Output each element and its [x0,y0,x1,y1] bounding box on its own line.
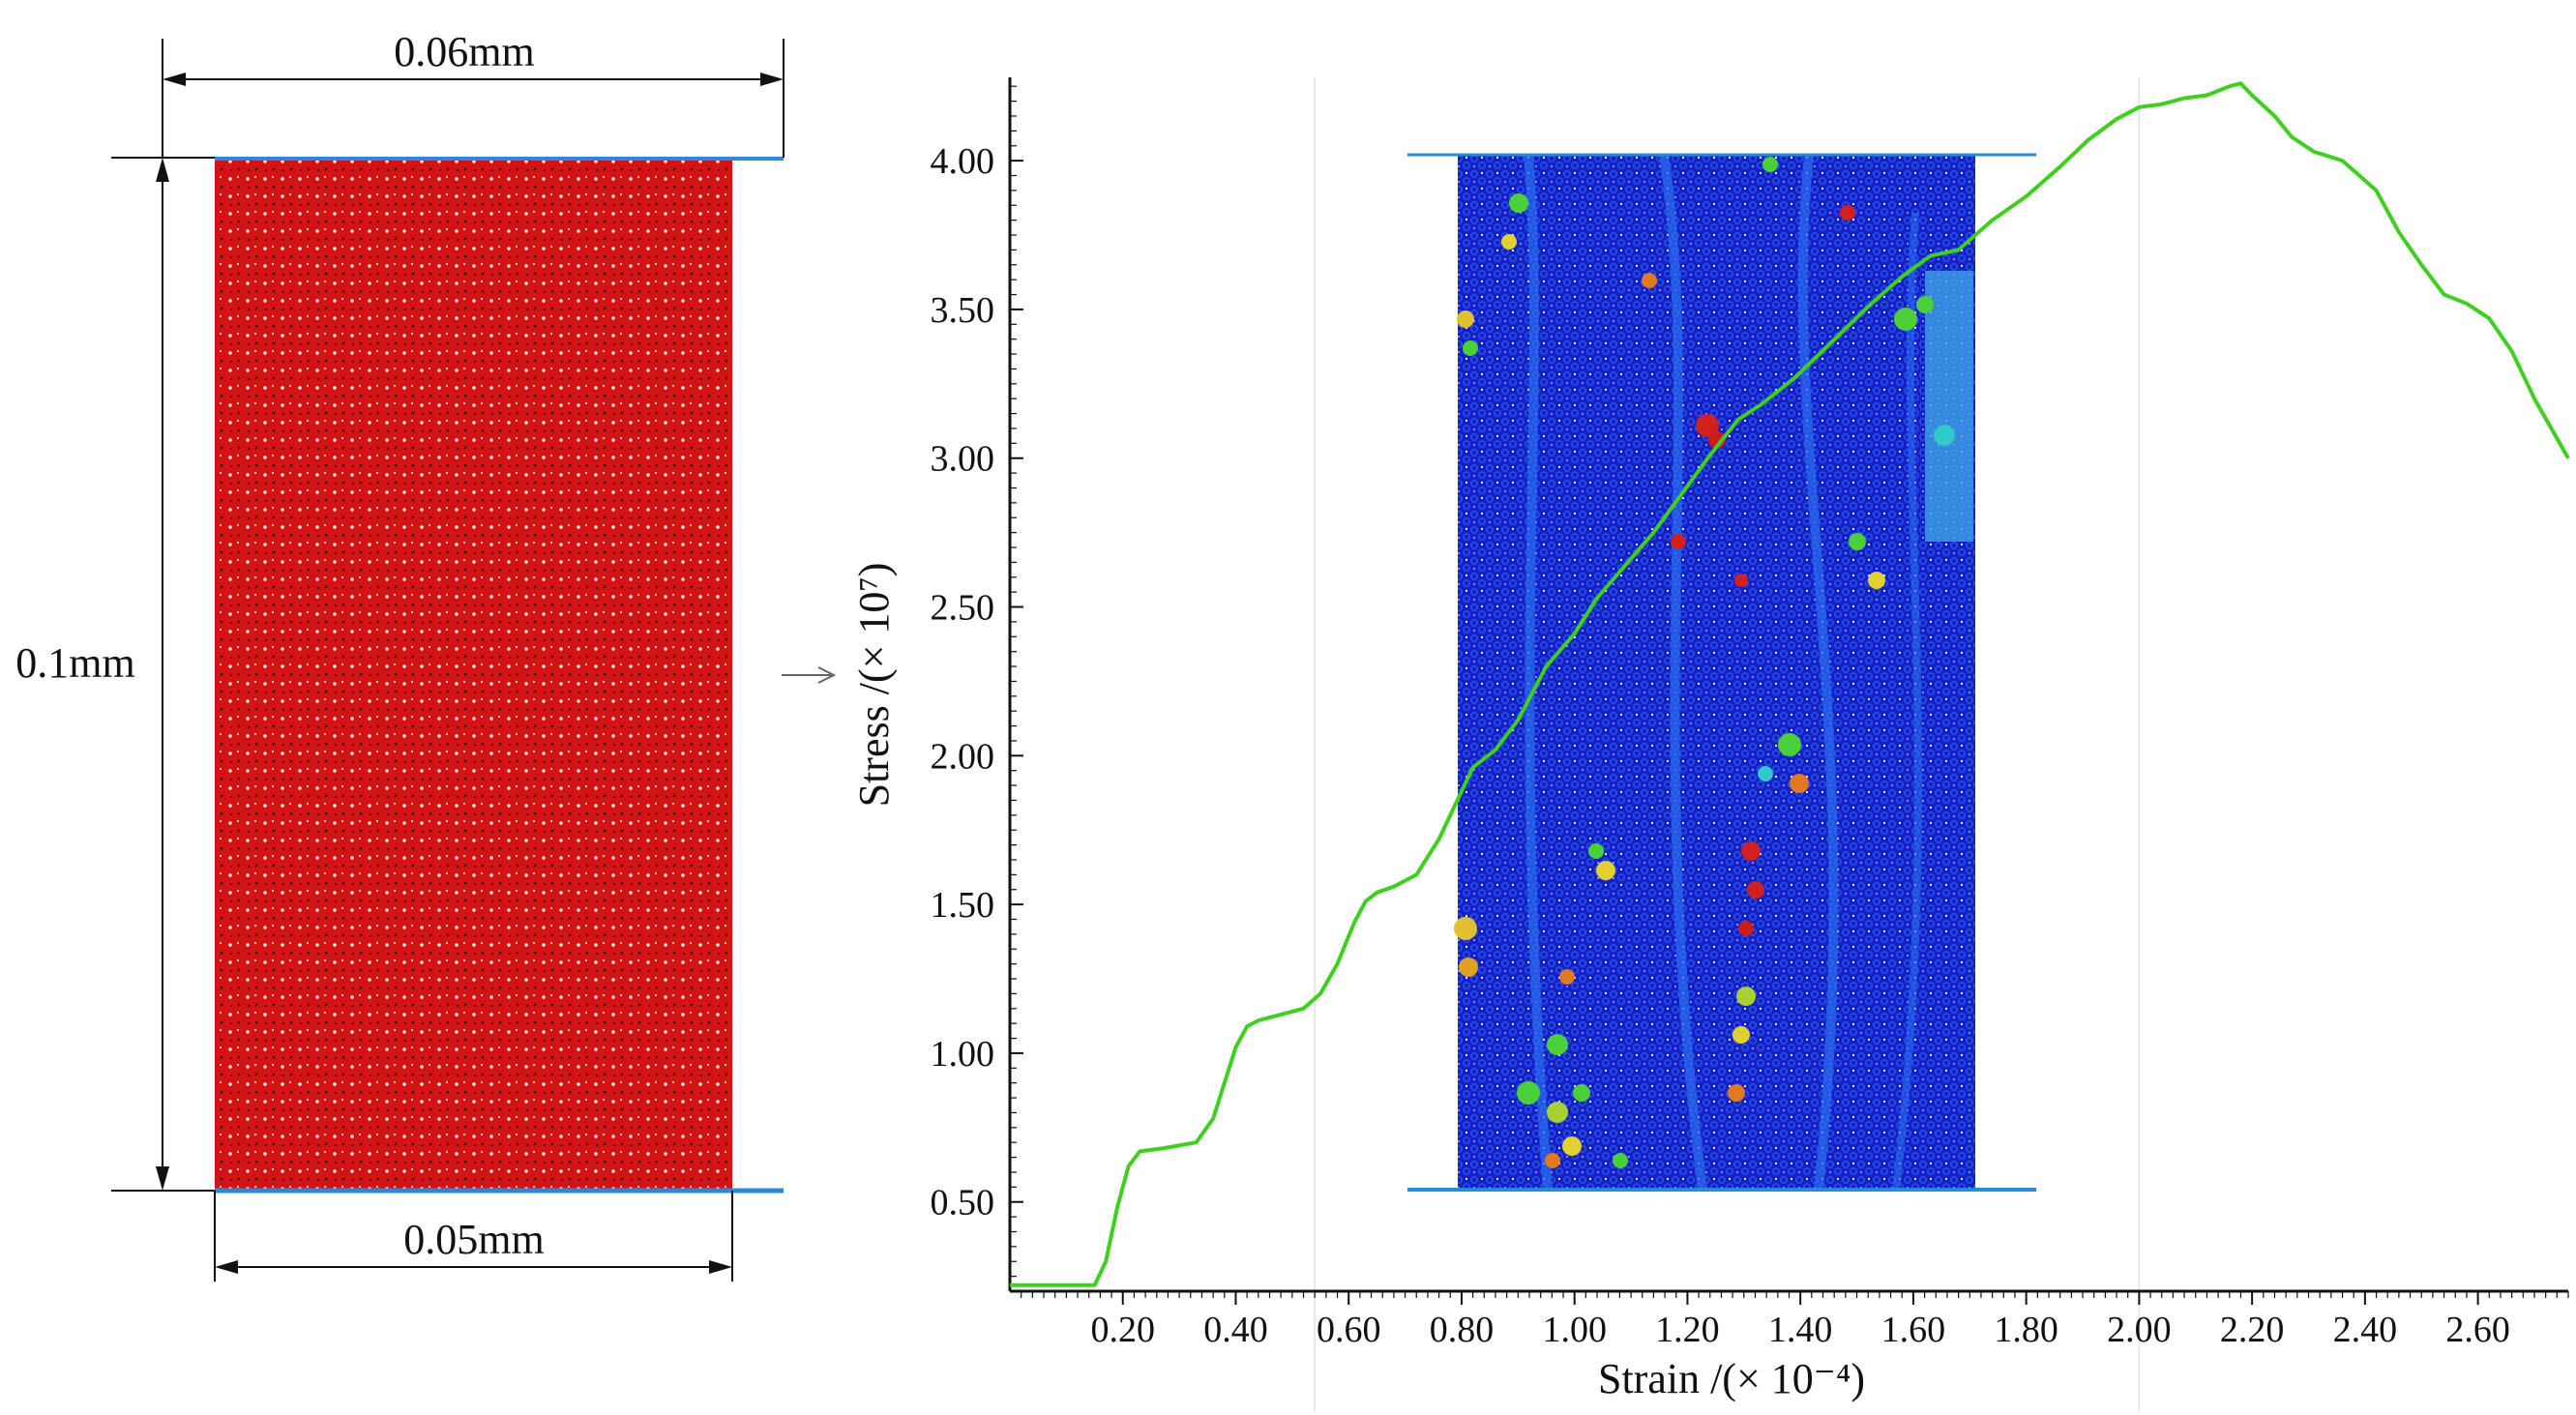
y-tick-label: 0.50 [931,1183,995,1223]
x-tick-label: 2.20 [2220,1310,2285,1350]
x-tick-label: 1.00 [1542,1310,1607,1350]
x-axis-label: Strain /(× 10⁻⁴) [1598,1355,1865,1402]
stress-strain-chart: 0.50 1.00 1.50 2.00 2.50 3.00 3.50 4.00 0.20 0.4… [850,77,2570,1412]
x-tick-label: 1.80 [1994,1310,2058,1350]
base-arrow-left [215,1260,238,1274]
y-tick-label: 3.00 [931,439,995,480]
y-ticks: 0.50 1.00 1.50 2.00 2.50 3.00 3.50 4.00 [931,85,1023,1278]
panel-arrow [782,666,837,684]
y-tick-label: 2.00 [931,736,995,777]
y-tick-label: 3.50 [931,290,995,331]
height-arrow-top [156,158,169,182]
failure-specimen-image [1407,153,2036,1192]
x-tick-label: 2.40 [2333,1310,2398,1350]
x-tick-label: 0.60 [1317,1310,1381,1350]
width-arrow-right [760,73,784,86]
x-ticks: 0.20 0.40 0.60 0.80 1.00 1.20 1.40 1.60 1.80 2.00… [1021,1291,2569,1350]
failure-clusters [1454,157,1955,1168]
x-tick-label: 0.20 [1090,1310,1155,1350]
specimen-height-label: 0.1mm [15,639,134,687]
y-tick-label: 2.50 [931,588,995,629]
specimen-width-label: 0.06mm [394,28,534,75]
specimen-body [215,158,732,1191]
y-tick-label: 1.00 [931,1034,995,1075]
x-tick-label: 2.00 [2107,1310,2172,1350]
x-tick-label: 1.20 [1655,1310,1720,1350]
y-tick-label: 1.50 [931,885,995,926]
base-arrow-right [709,1260,732,1274]
specimen-diagram: 0.06mm 0.1mm 0.05mm [15,28,785,1282]
specimen-base-label: 0.05mm [403,1216,544,1263]
y-tick-label: 4.00 [931,141,995,182]
width-arrow-left [163,73,186,86]
height-arrow-bottom [156,1166,169,1191]
gridlines [1314,77,2141,1412]
x-tick-label: 0.40 [1203,1310,1268,1350]
stress-strain-line [1010,81,2570,1287]
y-axis-label: Stress /(× 10⁷) [850,563,898,808]
x-tick-label: 0.80 [1430,1310,1495,1350]
x-tick-label: 1.60 [1881,1310,1946,1350]
x-tick-label: 1.40 [1768,1310,1833,1350]
x-tick-label: 2.60 [2445,1310,2510,1350]
